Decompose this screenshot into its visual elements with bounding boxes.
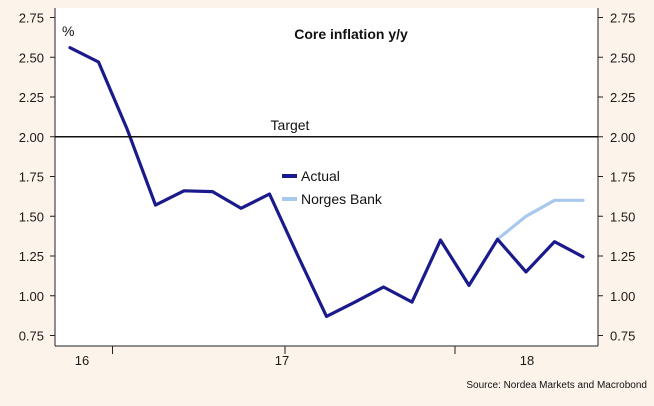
y-tick-label-right: 2.25 xyxy=(610,90,635,105)
y-tick-label-right: 0.75 xyxy=(610,329,635,344)
y-tick-label-left: 2.75 xyxy=(19,11,44,26)
series-line-actual xyxy=(68,46,585,318)
right-axis: 2.75 2.50 2.25 2.00 1.75 1.50 1.25 1.00 0.75 xyxy=(598,11,635,344)
series-line-norges-bank xyxy=(495,198,585,241)
y-tick-label-left: 1.25 xyxy=(19,249,44,264)
unit-label: % xyxy=(62,23,74,39)
y-tick-label-left: 0.75 xyxy=(19,329,44,344)
y-tick-label-right: 1.75 xyxy=(610,170,635,185)
x-tick-label: 18 xyxy=(520,353,534,368)
x-axis: 16 17 18 xyxy=(75,346,534,368)
chart-title: Core inflation y/y xyxy=(294,26,408,42)
y-tick-label-left: 2.25 xyxy=(19,90,44,105)
y-tick-label-right: 1.25 xyxy=(610,249,635,264)
series-layer xyxy=(68,46,585,318)
y-tick-label-left: 1.50 xyxy=(19,209,44,224)
left-axis: 2.75 2.50 2.25 2.00 1.75 1.50 1.25 1.00 0.75 xyxy=(19,11,55,344)
y-tick-label-left: 1.00 xyxy=(19,289,44,304)
y-tick-label-right: 2.50 xyxy=(610,50,635,65)
y-tick-label-right: 2.00 xyxy=(610,130,635,145)
y-tick-label-right: 2.75 xyxy=(610,11,635,26)
target-label: Target xyxy=(271,117,310,133)
legend-label-norges-bank: Norges Bank xyxy=(301,191,383,207)
y-tick-label-right: 1.50 xyxy=(610,209,635,224)
x-tick-label: 17 xyxy=(275,353,289,368)
source-note: Source: Nordea Markets and Macrobond xyxy=(466,380,647,391)
y-tick-label-left: 1.75 xyxy=(19,170,44,185)
x-tick-label: 16 xyxy=(75,353,89,368)
legend: Actual Norges Bank xyxy=(282,168,383,207)
y-tick-label-right: 1.00 xyxy=(610,289,635,304)
y-tick-label-left: 2.00 xyxy=(19,130,44,145)
legend-label-actual: Actual xyxy=(301,168,340,184)
y-tick-label-left: 2.50 xyxy=(19,50,44,65)
